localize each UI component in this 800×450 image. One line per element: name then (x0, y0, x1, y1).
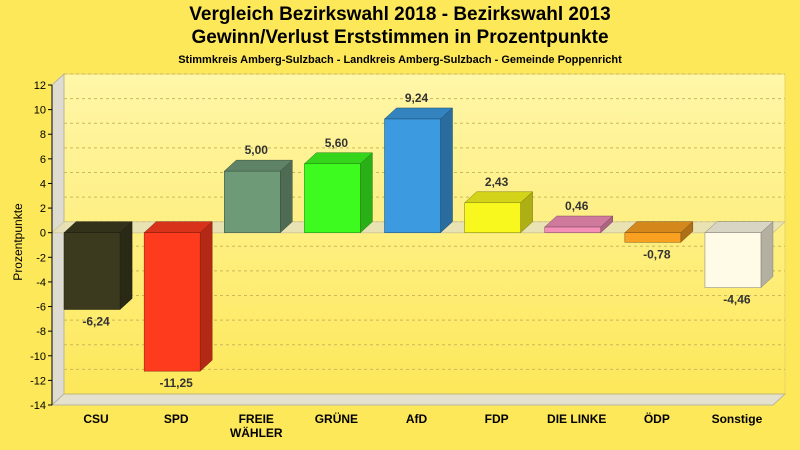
x-tick-label: WÄHLER (230, 425, 283, 440)
y-tick-label: 12 (34, 80, 46, 92)
bar-sonstige (704, 221, 774, 289)
x-tick-label: FREIE (239, 412, 274, 426)
data-label: 5,00 (245, 143, 269, 157)
y-tick-label: -2 (36, 252, 46, 264)
y-tick-label: 10 (34, 105, 46, 117)
bar-die-linke (544, 215, 614, 234)
bar-front (384, 118, 441, 233)
data-label: -6,24 (82, 314, 110, 328)
x-tick-label: DIE LINKE (547, 412, 606, 426)
x-tick-label: Sonstige (712, 412, 763, 426)
bar-top (63, 221, 133, 233)
data-label: 0,46 (565, 199, 589, 213)
bar-side (280, 159, 293, 234)
bar-top (223, 159, 293, 172)
bar-top (143, 221, 213, 233)
y-tick-label: 0 (40, 228, 46, 240)
data-label: 2,43 (485, 175, 509, 189)
y-tick-label: -14 (30, 400, 46, 412)
bar-front (544, 226, 601, 233)
bar-front (464, 202, 521, 233)
y-tick-label: -12 (30, 375, 46, 387)
chart-region-subtitle: Stimmkreis Amberg-Sulzbach - Landkreis A… (178, 54, 622, 66)
y-tick-label: 6 (40, 154, 46, 166)
bar-front (224, 170, 281, 233)
bar-top (303, 152, 374, 165)
plot-side-wall (51, 72, 65, 407)
bar-side (760, 221, 774, 289)
bar-top (704, 221, 774, 233)
x-tick-label: GRÜNE (315, 411, 358, 426)
bar-csu (63, 221, 133, 311)
x-tick-label: SPD (164, 412, 189, 426)
bar-side (440, 107, 453, 234)
y-tick-label: -6 (36, 302, 46, 314)
x-tick-label: AfD (406, 412, 428, 426)
bar-freie-wähler (223, 159, 293, 234)
x-tick-label: FDP (485, 412, 509, 426)
bar-top (624, 221, 694, 233)
y-tick-label: 8 (40, 129, 46, 141)
bar-top (383, 107, 454, 120)
y-tick-label: -4 (36, 277, 46, 289)
y-tick-label: 4 (40, 178, 46, 190)
y-tick-label: 2 (40, 203, 46, 215)
bar-spd (143, 221, 213, 372)
bar-side (119, 221, 133, 311)
y-tick-label: -8 (36, 326, 46, 338)
bar-front (704, 232, 762, 288)
bar-afd (383, 107, 454, 234)
data-label: 9,24 (405, 91, 429, 105)
data-label: -0,78 (643, 247, 671, 261)
bar-side (199, 221, 213, 372)
bar-front (63, 232, 121, 310)
bar-ödp (624, 221, 694, 243)
plot-floor (50, 393, 787, 406)
bar-front (624, 232, 682, 243)
bar-side (360, 152, 373, 234)
chart-subtitle: Gewinn/Verlust Erststimmen in Prozentpun… (191, 27, 609, 48)
y-tick-label: -10 (30, 351, 46, 363)
bar-front (304, 163, 361, 233)
chart-title: Vergleich Bezirkswahl 2018 - Bezirkswahl… (189, 4, 611, 25)
x-tick-label: CSU (83, 412, 108, 426)
y-axis-label: Prozentpunkte (11, 203, 25, 281)
bar-top (544, 215, 614, 228)
bar-top (463, 191, 534, 204)
x-tick-label: ÖDP (644, 411, 670, 426)
bar-fdp (463, 191, 534, 234)
data-label: -4,46 (723, 293, 751, 307)
data-label: -11,25 (159, 376, 193, 390)
bar-grüne (303, 152, 374, 234)
bar-front (143, 232, 201, 372)
data-label: 5,60 (325, 136, 349, 150)
